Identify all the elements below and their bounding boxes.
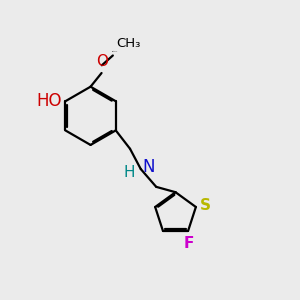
Text: N: N [142,158,155,176]
Text: O: O [96,54,108,69]
Text: HO: HO [37,92,62,110]
Text: methoxy: methoxy [112,51,118,52]
Text: F: F [184,236,194,251]
Text: H: H [124,165,135,180]
Text: S: S [200,198,211,213]
Text: CH₃: CH₃ [117,38,141,50]
